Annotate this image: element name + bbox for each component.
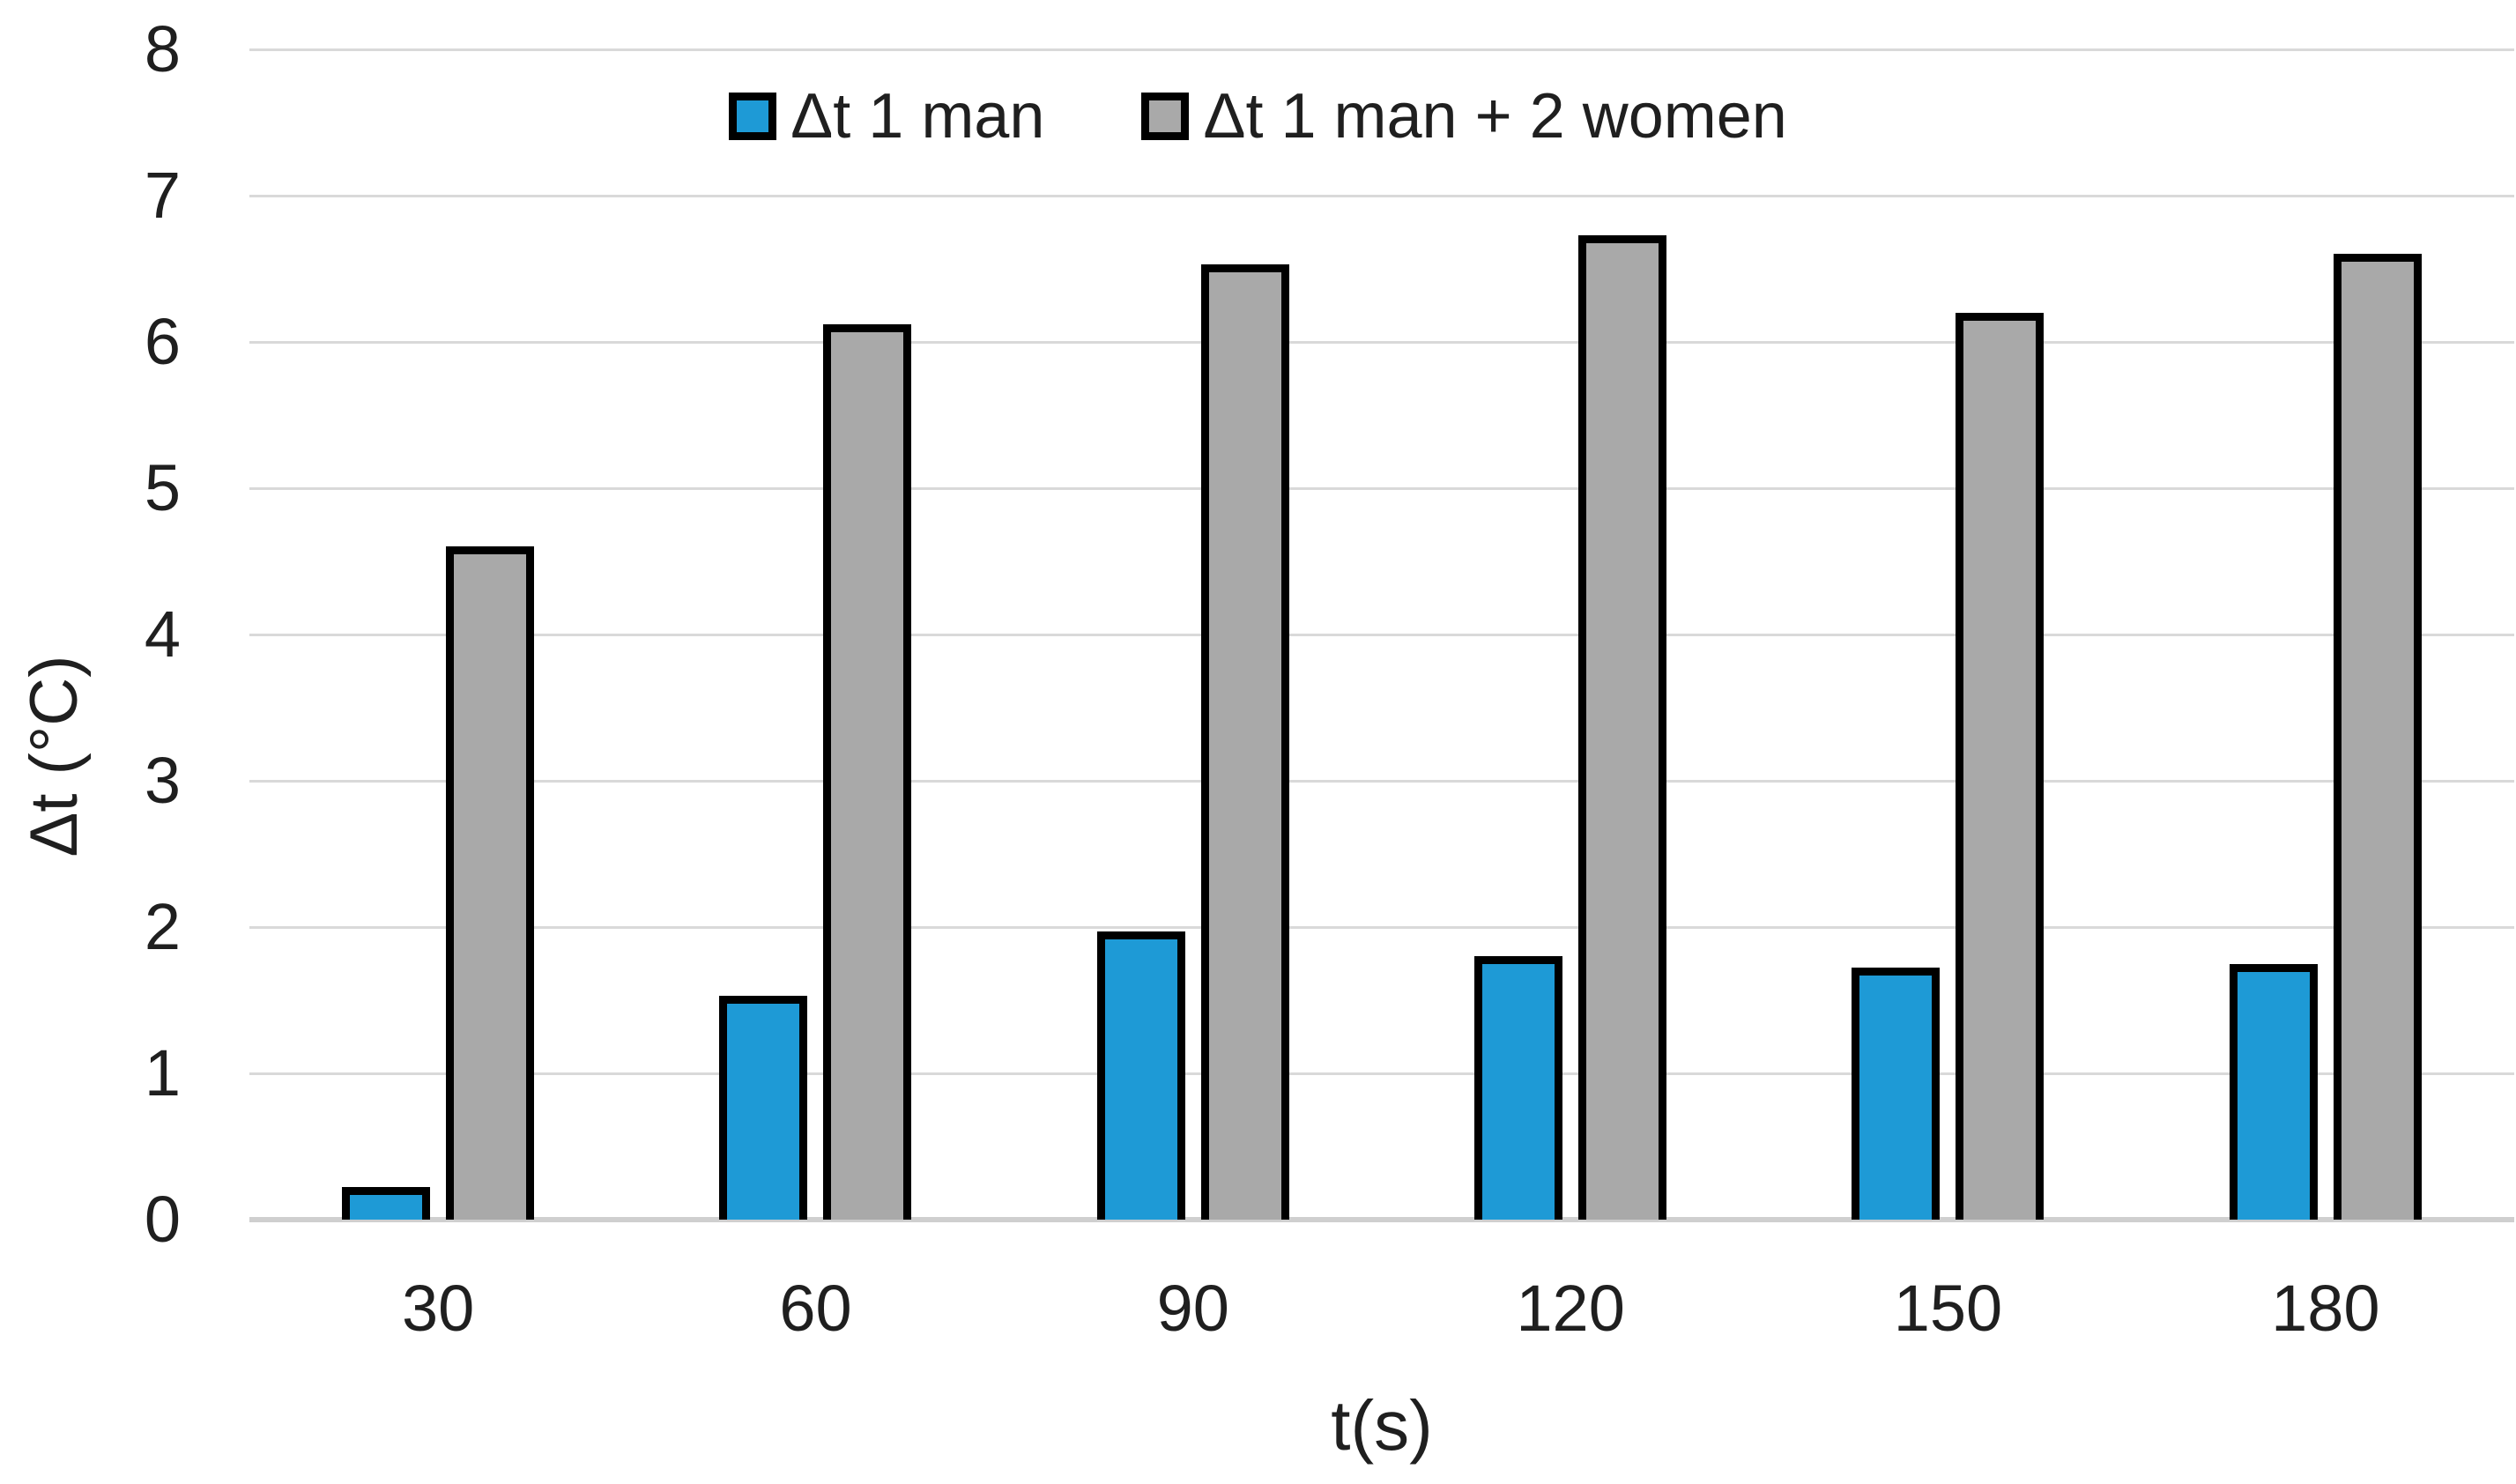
y-tick-label-4: 4 (144, 597, 181, 671)
bar-group-120 (1382, 49, 1759, 1220)
x-axis-tick-labels: 30 60 90 120 150 180 (249, 1269, 2514, 1348)
gridline-y-5 (249, 486, 2514, 490)
gridline-y-1 (249, 1072, 2514, 1075)
legend: Δt 1 man Δt 1 man + 2 women (0, 85, 2516, 148)
bar-Δt-1-man-30 (342, 1187, 431, 1220)
gridline-y-4 (249, 633, 2514, 636)
bar-Δt-1-man-+-2-women-30 (446, 546, 535, 1220)
y-tick-label-2: 2 (144, 890, 181, 963)
gridline-y-3 (249, 779, 2514, 783)
plot-area (249, 48, 2514, 1222)
y-axis-title: Δt (°C) (17, 655, 92, 857)
gridline-y-7 (249, 194, 2514, 197)
legend-swatch-icon (1141, 93, 1190, 140)
y-tick-label-3: 3 (144, 744, 181, 817)
legend-item-1: Δt 1 man + 2 women (1141, 81, 1787, 152)
bar-Δt-1-man-+-2-women-60 (823, 324, 912, 1220)
bar-Δt-1-man-120 (1474, 956, 1563, 1220)
x-axis-title: t(s) (1331, 1386, 1433, 1465)
y-tick-label-7: 7 (144, 159, 181, 232)
y-tick-label-5: 5 (144, 451, 181, 524)
bar-Δt-1-man-60 (719, 996, 808, 1220)
bar-Δt-1-man-+-2-women-180 (2333, 254, 2422, 1220)
bar-group-90 (1005, 49, 1382, 1220)
y-tick-label-8: 8 (144, 12, 181, 85)
bar-Δt-1-man-+-2-women-120 (1578, 234, 1667, 1220)
bar-Δt-1-man-150 (1852, 968, 1941, 1220)
bar-group-30 (249, 49, 627, 1220)
y-tick-label-6: 6 (144, 305, 181, 378)
gridline-y-6 (249, 340, 2514, 344)
x-tick-label-90: 90 (1156, 1272, 1229, 1345)
legend-label: Δt 1 man (790, 81, 1045, 152)
bar-Δt-1-man-+-2-women-150 (1956, 312, 2045, 1220)
legend-swatch-icon (729, 93, 777, 140)
bar-groups (249, 49, 2514, 1220)
gridline-y-2 (249, 925, 2514, 929)
gridline-y-8 (249, 48, 2514, 51)
bar-group-60 (627, 49, 1004, 1220)
y-tick-label-0: 0 (144, 1183, 181, 1256)
legend-item-0: Δt 1 man (729, 85, 1044, 148)
x-axis-line (249, 1217, 2514, 1222)
bar-group-150 (1759, 49, 2136, 1220)
x-tick-label-120: 120 (1516, 1272, 1625, 1345)
x-tick-label-60: 60 (779, 1272, 852, 1345)
bar-Δt-1-man-+-2-women-90 (1200, 264, 1289, 1220)
legend-label: Δt 1 man + 2 women (1203, 81, 1787, 152)
x-tick-label-30: 30 (402, 1272, 475, 1345)
bar-Δt-1-man-90 (1096, 931, 1185, 1220)
bar-Δt-1-man-180 (2229, 963, 2318, 1220)
bar-group-180 (2137, 49, 2514, 1220)
x-tick-label-150: 150 (1893, 1272, 2003, 1345)
y-tick-label-1: 1 (144, 1036, 181, 1109)
x-tick-label-180: 180 (2271, 1272, 2380, 1345)
